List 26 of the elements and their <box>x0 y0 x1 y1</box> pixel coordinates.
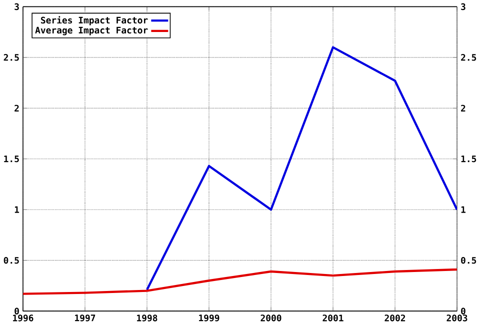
y-tick-label: 0.5 <box>461 257 476 264</box>
y2-tick-label: 1.5 <box>4 156 19 162</box>
y2-tick-label: 2 <box>14 104 19 112</box>
y2-tick-label: 0 <box>14 308 19 315</box>
x-tick-label: 2001 <box>322 314 344 322</box>
legend-label: Average Impact Factor <box>35 27 148 36</box>
line-series <box>146 46 458 292</box>
y-tick-label: 2.5 <box>461 54 476 61</box>
y2-tick-label: 1 <box>14 206 20 214</box>
x-tick-label: 2002 <box>384 314 406 322</box>
x-tick-label: 1997 <box>75 314 96 322</box>
y-tick-label: 0 <box>461 308 466 315</box>
y2-tick-label: 3 <box>14 3 19 10</box>
x-tick-label: 1999 <box>199 314 220 322</box>
y2-tick-label: 0.5 <box>4 257 19 264</box>
line-series <box>22 268 458 296</box>
x-tick-label: 1996 <box>13 314 34 322</box>
y-tick-label: 3 <box>461 3 466 10</box>
x-tick-label: 2000 <box>260 314 282 322</box>
x-tick-label: 1998 <box>137 314 158 322</box>
y2-tick-label: 2.5 <box>4 54 19 61</box>
y-tick-label: 1 <box>461 206 466 214</box>
legend-label: Series Impact Factor <box>40 16 148 26</box>
x-tick-label: 2003 <box>446 314 468 322</box>
y-tick-label: 1.5 <box>461 156 476 162</box>
y-tick-label: 2 <box>461 104 466 112</box>
